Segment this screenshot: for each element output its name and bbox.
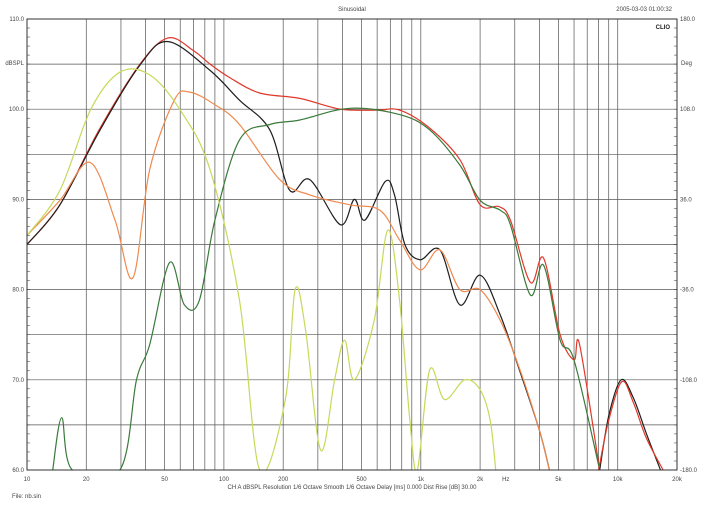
file-name: File: nb.sin: [12, 494, 41, 500]
x-tick-label: 1k: [418, 477, 425, 483]
x-tick-label: 20: [83, 477, 90, 483]
y2-tick-label: 180.0: [680, 17, 696, 23]
y2-tick-label: 36.0: [680, 197, 692, 203]
y-tick-label: 100.0: [9, 107, 25, 113]
y-tick-label: 70.0: [12, 378, 24, 384]
y-tick-label: 110.0: [9, 17, 24, 23]
y2-tick-label: 108.0: [680, 107, 696, 113]
clio-logo: CLIO: [656, 25, 671, 31]
timestamp: 2005-03-03 01:00:32: [616, 7, 672, 13]
y-axis-label: dBSPL: [5, 61, 24, 67]
y2-axis-label: Deg: [681, 61, 692, 67]
x-tick-label: 100: [219, 477, 230, 483]
x-tick-label: 2k: [477, 477, 484, 483]
series-line-6: [599, 378, 662, 470]
grid: [27, 19, 678, 470]
y2-tick-label: -36.0: [680, 288, 694, 294]
x-tick-label: 200: [278, 477, 289, 483]
x-tick-label: 10k: [613, 477, 624, 483]
y-tick-label: 60.0: [12, 468, 24, 474]
y2-tick-label: -108.0: [680, 378, 698, 384]
series-line-2: [27, 40, 550, 470]
series-line-5: [27, 68, 497, 470]
y2-tick-label: -180.0: [680, 468, 698, 474]
ticks: 10 20 50 100 200 500 1k 2k 5k 10k 20k Hz 110.0 100.0 9…: [9, 17, 698, 483]
series-line-3: [27, 90, 550, 470]
x-tick-label: 50: [161, 477, 168, 483]
chart-title: Sinusoidal: [338, 7, 366, 13]
series-line-1: [27, 37, 601, 470]
x-tick-label: 10: [24, 477, 31, 483]
y-tick-label: 80.0: [12, 288, 24, 294]
x-tick-label: 5k: [555, 477, 562, 483]
series-line-7: [598, 380, 664, 470]
y-tick-label: 90.0: [12, 197, 24, 203]
series-line-4: [52, 107, 601, 470]
x-unit-label: Hz: [502, 477, 509, 483]
x-tick-label: 20k: [672, 477, 683, 483]
curves: [27, 37, 664, 470]
settings-line: CH A dBSPL Resolution 1/6 Octave Smooth …: [228, 485, 478, 491]
x-tick-label: 500: [357, 477, 368, 483]
